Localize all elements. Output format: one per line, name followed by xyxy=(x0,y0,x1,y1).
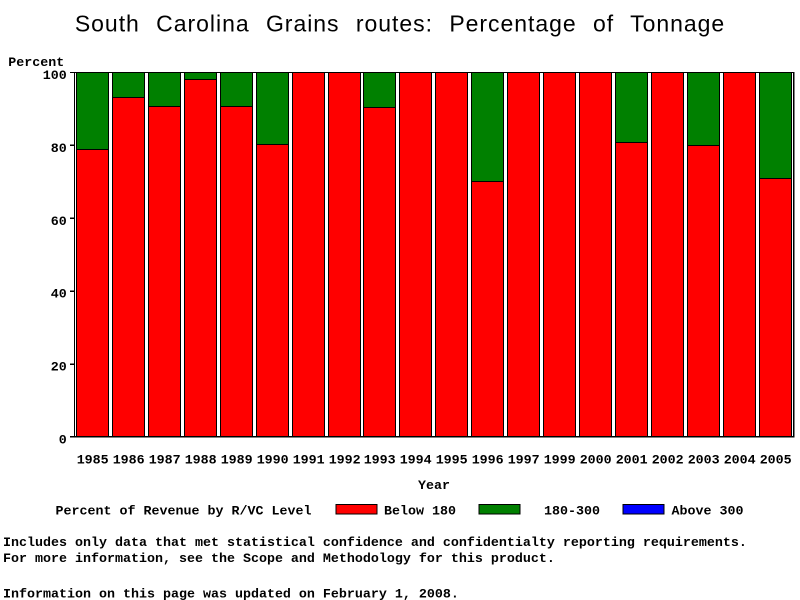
svg-text:1995: 1995 xyxy=(436,453,468,468)
svg-text:0: 0 xyxy=(59,433,67,448)
svg-text:20: 20 xyxy=(51,360,67,375)
svg-text:1999: 1999 xyxy=(544,453,576,468)
svg-text:1996: 1996 xyxy=(472,453,504,468)
svg-text:Includes only data that met st: Includes only data that met statistical … xyxy=(3,536,747,551)
svg-text:1992: 1992 xyxy=(329,453,361,468)
svg-text:Information on this page was u: Information on this page was updated on … xyxy=(3,587,459,600)
svg-text:1988: 1988 xyxy=(185,453,217,468)
svg-text:For more information, see the: For more information, see the Scope and … xyxy=(3,552,555,567)
svg-text:1991: 1991 xyxy=(293,453,325,468)
svg-text:South Carolina Grains routes:: South Carolina Grains routes: Percentage… xyxy=(75,10,725,36)
svg-text:1986: 1986 xyxy=(113,453,145,468)
svg-text:Percent: Percent xyxy=(8,56,64,71)
svg-text:1990: 1990 xyxy=(257,453,289,468)
svg-text:2004: 2004 xyxy=(724,453,756,468)
svg-text:2005: 2005 xyxy=(760,453,792,468)
svg-text:2003: 2003 xyxy=(688,453,720,468)
svg-text:2001: 2001 xyxy=(616,453,648,468)
svg-text:1985: 1985 xyxy=(77,453,109,468)
svg-text:2000: 2000 xyxy=(580,453,612,468)
svg-text:Below 180: Below 180 xyxy=(384,505,456,520)
svg-text:Above 300: Above 300 xyxy=(672,505,744,520)
svg-text:80: 80 xyxy=(51,142,67,157)
svg-text:Percent of Revenue by R/VC Lev: Percent of Revenue by R/VC Level xyxy=(56,505,312,520)
svg-text:1994: 1994 xyxy=(400,453,432,468)
svg-text:2002: 2002 xyxy=(652,453,684,468)
svg-text:40: 40 xyxy=(51,288,67,303)
svg-text:1993: 1993 xyxy=(364,453,396,468)
svg-text:1987: 1987 xyxy=(149,453,181,468)
svg-text:100: 100 xyxy=(43,69,67,84)
svg-text:Year: Year xyxy=(418,479,450,494)
svg-text:180-300: 180-300 xyxy=(544,505,600,520)
svg-text:1997: 1997 xyxy=(508,453,540,468)
svg-text:60: 60 xyxy=(51,215,67,230)
svg-text:1989: 1989 xyxy=(221,453,253,468)
